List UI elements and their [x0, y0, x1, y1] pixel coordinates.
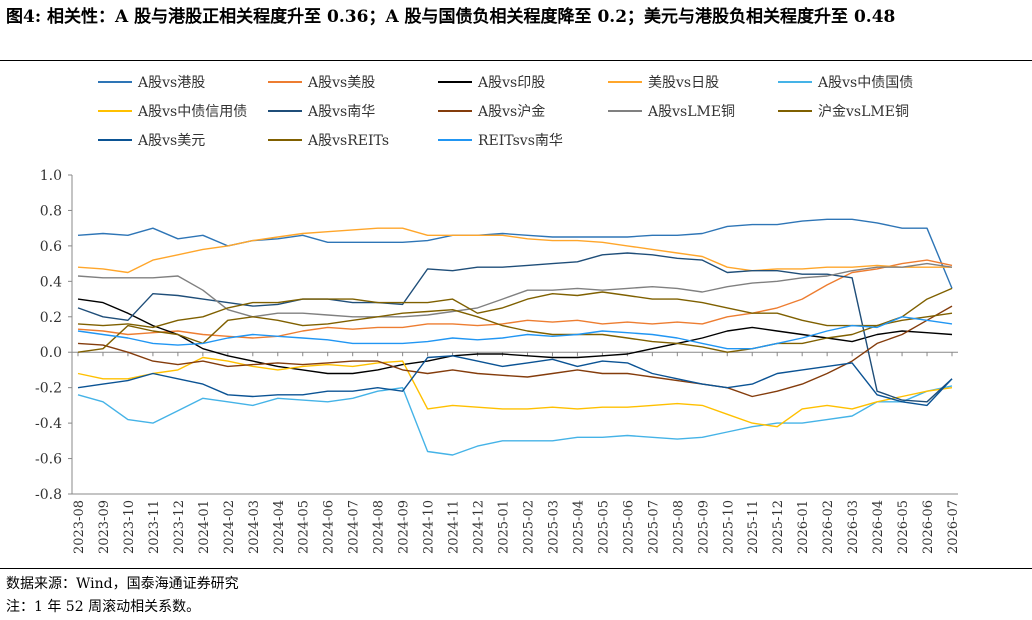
- x-tick-label: 2026-04: [871, 500, 886, 554]
- x-tick-label: 2024-08: [372, 500, 387, 554]
- source-note: 数据来源：Wind，国泰海通证券研究: [6, 576, 239, 592]
- x-tick-label: 2026-07: [946, 500, 961, 554]
- series-line: [77, 287, 953, 329]
- x-tick-label: 2025-02: [521, 500, 536, 554]
- x-tick-label: 2025-12: [771, 500, 786, 554]
- y-tick-label: 0.6: [40, 239, 62, 255]
- x-tick-label: 2024-10: [422, 500, 437, 554]
- footnote: 注：1 年 52 周滚动相关系数。: [6, 599, 201, 615]
- chart-title: 图4: 相关性：A 股与港股正相关程度升至 0.36；A 股与国债负相关程度降至…: [6, 7, 896, 27]
- x-tick-label: 2024-05: [297, 500, 312, 554]
- legend-label: REITsvs南华: [478, 133, 563, 149]
- series-lines: [77, 218, 953, 456]
- y-tick-label: 0.0: [40, 345, 62, 361]
- x-tick-label: 2025-06: [621, 500, 636, 554]
- x-tick-label: 2024-04: [272, 500, 287, 554]
- legend-label: A股vs沪金: [477, 104, 545, 120]
- x-tick-label: 2025-10: [721, 500, 736, 554]
- x-tick-label: 2026-03: [846, 500, 861, 554]
- x-tick-label: 2026-02: [821, 500, 836, 554]
- x-tick-label: 2025-11: [746, 500, 761, 554]
- x-tick-label: 2026-01: [796, 500, 811, 554]
- series-line: [77, 252, 953, 403]
- legend-label: A股vs中债信用债: [137, 104, 247, 120]
- x-tick-label: 2024-01: [197, 500, 212, 554]
- series-line: [77, 227, 952, 274]
- y-tick-label: 1.0: [40, 168, 62, 184]
- y-tick-label: 0.8: [40, 203, 62, 219]
- legend-label: 沪金vsLME铜: [818, 104, 909, 120]
- x-tick-label: 2023-09: [97, 500, 112, 554]
- legend-label: A股vs印股: [477, 75, 545, 91]
- legend-label: A股vsLME铜: [647, 104, 735, 120]
- x-tick-label: 2024-02: [222, 500, 237, 554]
- line-chart: A股vs港股 A股vs美股 A股vs印股 美股vs日股 A股vs中债国债 A股vs中债信用…: [35, 75, 961, 554]
- x-tick-label: 2024-06: [322, 500, 337, 554]
- x-tick-label: 2024-11: [447, 500, 462, 554]
- x-tick-label: 2024-03: [247, 500, 262, 554]
- series-line: [77, 385, 953, 456]
- x-axis: 2023-08 2023-09 2023-10 2023-11 2023-12 2024-…: [72, 352, 961, 554]
- x-tick-label: 2025-09: [696, 500, 711, 554]
- x-tick-label: 2025-03: [546, 500, 561, 554]
- x-tick-label: 2025-05: [596, 500, 611, 554]
- source-divider: [0, 568, 1032, 569]
- legend-label: A股vs美元: [137, 133, 205, 149]
- series-line: [77, 262, 953, 318]
- y-tick-label: -0.6: [35, 452, 62, 468]
- legend-label: A股vs南华: [307, 104, 375, 120]
- series-line: [77, 298, 953, 375]
- x-tick-label: 2025-07: [646, 500, 661, 554]
- x-tick-label: 2025-04: [571, 500, 586, 554]
- series-line: [77, 259, 953, 339]
- x-tick-label: 2023-11: [147, 500, 162, 554]
- x-tick-label: 2023-12: [172, 500, 187, 554]
- series-line: [77, 316, 953, 350]
- x-tick-label: 2026-06: [921, 500, 936, 554]
- y-tick-label: -0.8: [35, 487, 62, 503]
- legend-label: A股vsREITs: [307, 133, 389, 149]
- series-line: [77, 309, 953, 353]
- title-divider: [0, 60, 1032, 61]
- legend-label: A股vs中债国债: [817, 75, 913, 91]
- y-tick-label: 0.2: [40, 310, 62, 326]
- legend-label: A股vs美股: [307, 75, 375, 91]
- legend-label: A股vs港股: [137, 75, 205, 91]
- series-line: [77, 218, 953, 289]
- series-line: [77, 356, 953, 428]
- y-axis: 1.0 0.8 0.6 0.4 0.2 0.0 -0.2 -0.4 -0.6 -0.8: [35, 168, 73, 503]
- y-tick-label: -0.4: [35, 416, 62, 432]
- series-line: [77, 305, 953, 398]
- x-tick-label: 2023-10: [122, 500, 137, 554]
- legend: A股vs港股 A股vs美股 A股vs印股 美股vs日股 A股vs中债国债 A股vs中债信用…: [98, 75, 913, 149]
- x-tick-label: 2024-12: [472, 500, 487, 554]
- x-tick-label: 2025-08: [671, 500, 686, 554]
- x-tick-label: 2025-01: [497, 500, 512, 554]
- x-tick-label: 2024-07: [347, 500, 362, 554]
- legend-label: 美股vs日股: [648, 75, 719, 91]
- x-tick-label: 2024-09: [397, 500, 412, 554]
- x-tick-label: 2026-05: [896, 500, 911, 554]
- y-tick-label: -0.2: [35, 381, 62, 397]
- y-tick-label: 0.4: [40, 274, 62, 290]
- x-tick-label: 2023-08: [72, 500, 87, 554]
- series-line: [77, 355, 953, 407]
